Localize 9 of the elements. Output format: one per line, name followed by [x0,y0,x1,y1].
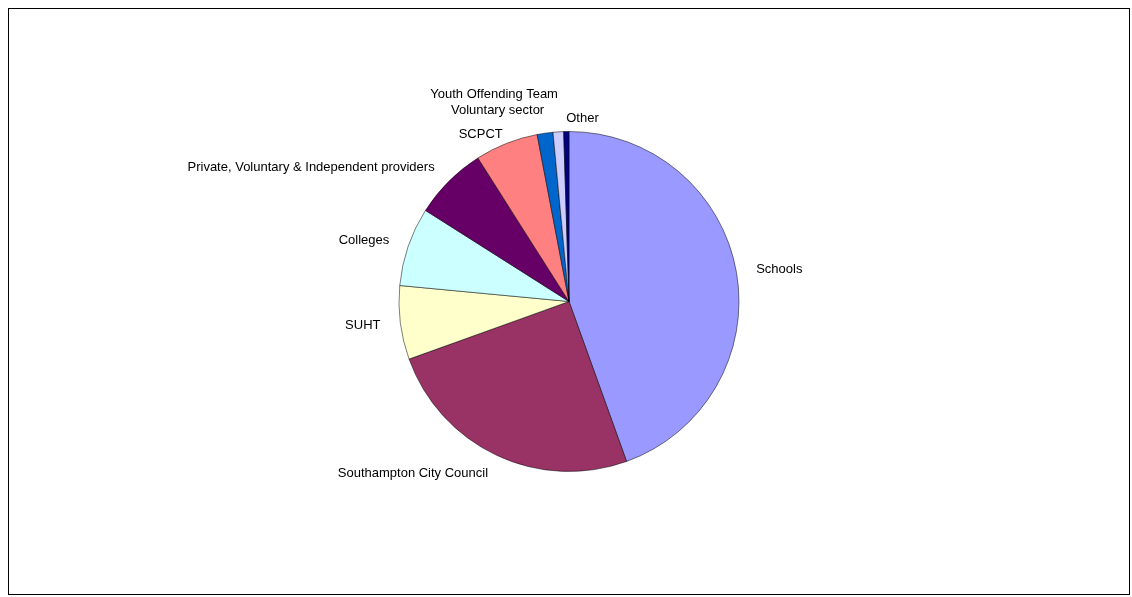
slice-label: Youth Offending Team [430,85,558,101]
slice-label: Voluntary sector [450,102,545,118]
slice-label: SUHT [345,317,381,333]
slice-label: SCPCT [458,126,503,142]
slice-label: Colleges [338,231,390,247]
slice-label: Other [566,109,600,125]
slice-label: Private, Voluntary & Independent providers [187,159,436,175]
slice-label: Southampton City Council [337,465,489,481]
slice-label: Schools [756,260,803,276]
